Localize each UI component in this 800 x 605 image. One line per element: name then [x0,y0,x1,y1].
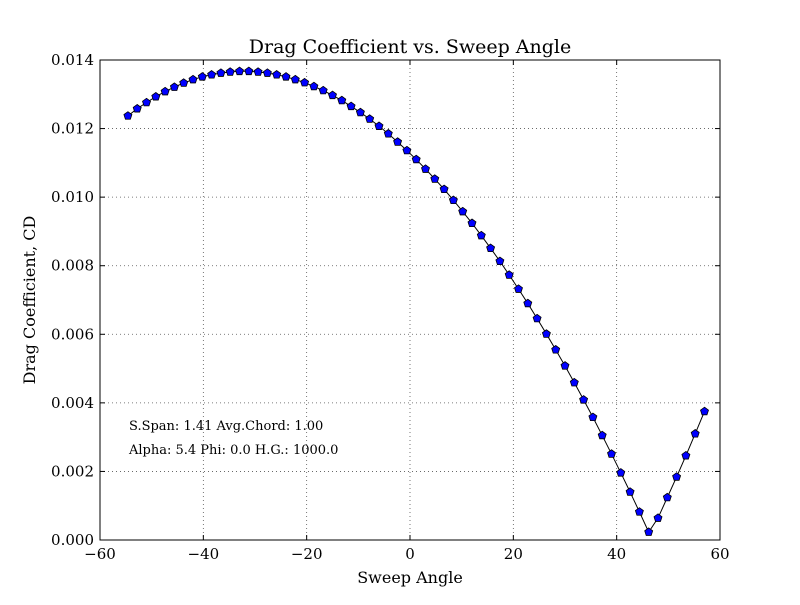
y-tick-label: 0.014 [51,51,94,69]
chart-title: Drag Coefficient vs. Sweep Angle [249,36,572,58]
data-point [197,72,207,81]
data-point [346,101,356,111]
data-point [225,67,235,76]
annotation-alpha-phi: Alpha: 5.4 Phi: 0.0 H.G.: 1000.0 [128,443,338,458]
data-point [383,129,393,138]
x-tick-label: −60 [84,545,116,563]
data-point [448,195,458,205]
data-point [309,81,319,91]
data-point [569,377,579,387]
data-point [151,91,161,101]
x-tick-label: −40 [188,545,220,563]
y-tick-label: 0.006 [51,325,94,343]
y-tick-label: 0.012 [51,120,94,138]
data-point [607,449,616,458]
data-point [653,513,663,522]
data-point [355,107,365,117]
data-point [458,206,468,216]
data-point [476,230,486,240]
data-point [300,77,310,87]
data-point [272,70,282,79]
data-point [216,68,226,77]
data-point [318,85,328,95]
x-tick-label: 40 [607,545,626,563]
data-point [560,361,570,370]
data-point [430,174,440,183]
data-point [467,218,477,228]
data-point [393,137,403,146]
y-tick-label: 0.004 [51,394,94,412]
data-point [551,345,561,354]
data-point [486,243,496,253]
series-line [127,70,705,534]
x-tick-label: 60 [710,545,729,563]
data-point [160,86,170,96]
y-tick-label: 0.008 [51,257,94,275]
tick-label-layer: −60 −40 −20 0 20 40 60 0.000 0.002 0.004 0.006 0.00… [51,51,730,563]
data-point [328,90,337,100]
data-point [262,68,272,77]
data-point [169,82,179,91]
data-point [337,95,347,105]
y-tick-label: 0.010 [51,188,94,206]
data-point [142,97,151,107]
data-point [504,270,514,279]
data-point [616,468,626,477]
data-point [290,74,300,84]
data-point [365,114,375,123]
data-point [421,164,430,173]
data-point [662,492,672,502]
x-tick-label: 0 [405,545,415,563]
data-point [132,103,142,113]
data-point [253,67,263,76]
data-point [579,395,589,404]
data-point [523,298,533,308]
data-point [207,70,217,79]
x-tick-label: −20 [291,545,323,563]
y-tick-label: 0.002 [51,462,94,480]
data-point [439,184,449,194]
data-point [495,256,505,266]
data-point [244,66,254,76]
tick-layer [99,59,721,541]
data-point [281,72,291,81]
data-point [411,154,421,164]
data-point [634,507,644,516]
y-axis-label: Drag Coefficient, CD [20,216,39,385]
data-point [514,284,523,293]
data-point [188,74,198,84]
data-point [644,527,654,536]
data-layer [123,66,709,536]
data-point [681,450,691,460]
data-point [588,412,598,422]
data-point [625,487,635,496]
data-point [541,329,551,338]
data-point [700,406,709,416]
data-point [123,111,133,120]
data-point [402,145,412,155]
y-tick-label: 0.000 [51,531,94,549]
data-point [690,429,700,438]
data-point [179,78,189,87]
data-point [235,66,244,76]
data-point [532,313,542,323]
x-tick-label: 20 [504,545,523,563]
data-point [672,472,682,481]
x-axis-label: Sweep Angle [357,568,463,587]
data-point [597,430,607,440]
annotation-span-chord: S.Span: 1.41 Avg.Chord: 1.00 [129,419,323,434]
grid-layer [100,60,720,540]
data-point [374,121,384,130]
